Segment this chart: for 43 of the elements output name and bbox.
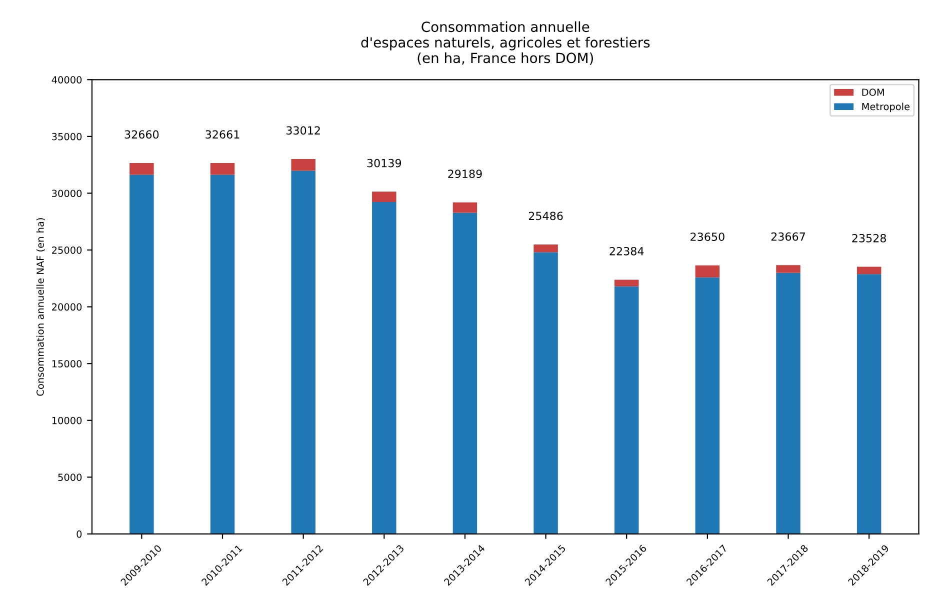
y-tick-label: 40000	[52, 76, 82, 84]
bar	[614, 286, 639, 534]
y-tick-label: 15000	[52, 360, 82, 368]
legend-label: Metropole	[862, 102, 910, 112]
bar	[452, 202, 478, 213]
y-tick-label: 35000	[52, 132, 82, 140]
total-label: 25486	[528, 212, 563, 220]
bar	[210, 163, 235, 175]
total-label: 32660	[124, 130, 159, 139]
total-label: 23528	[852, 234, 886, 242]
total-label: 23667	[771, 232, 805, 241]
chart-title: Consommation annuelle d'espaces naturels, agricoles et forestiers (en ha, France hors DOM)	[361, 21, 650, 65]
bar	[695, 265, 720, 278]
legend-label: DOM	[862, 88, 884, 96]
bar	[210, 174, 235, 534]
bar	[614, 280, 639, 286]
bar	[856, 266, 882, 274]
bar	[534, 252, 558, 534]
total-label: 29189	[448, 170, 482, 178]
y-tick-label: 10000	[52, 416, 82, 424]
bar	[291, 170, 316, 534]
bar	[130, 163, 154, 175]
bar	[776, 272, 800, 534]
bar	[695, 277, 720, 534]
bar	[372, 202, 396, 534]
y-axis-title: Consommation annuelle NAF (en ha)	[36, 218, 46, 396]
total-label: 23650	[690, 232, 724, 241]
bar	[372, 192, 396, 202]
y-tick-label: 0	[76, 530, 82, 538]
bar	[776, 265, 800, 273]
y-tick-label: 30000	[52, 190, 82, 198]
total-label: 33012	[286, 126, 320, 135]
y-tick-label: 20000	[52, 303, 82, 311]
bar	[452, 212, 478, 534]
bar	[291, 159, 316, 171]
total-label: 32661	[206, 130, 240, 139]
total-label: 22384	[610, 246, 644, 256]
y-tick-label: 5000	[58, 474, 82, 481]
bar	[534, 244, 558, 252]
bar	[130, 174, 154, 534]
bar	[856, 274, 882, 534]
y-tick-label: 25000	[52, 246, 82, 254]
total-label: 30139	[367, 158, 402, 168]
